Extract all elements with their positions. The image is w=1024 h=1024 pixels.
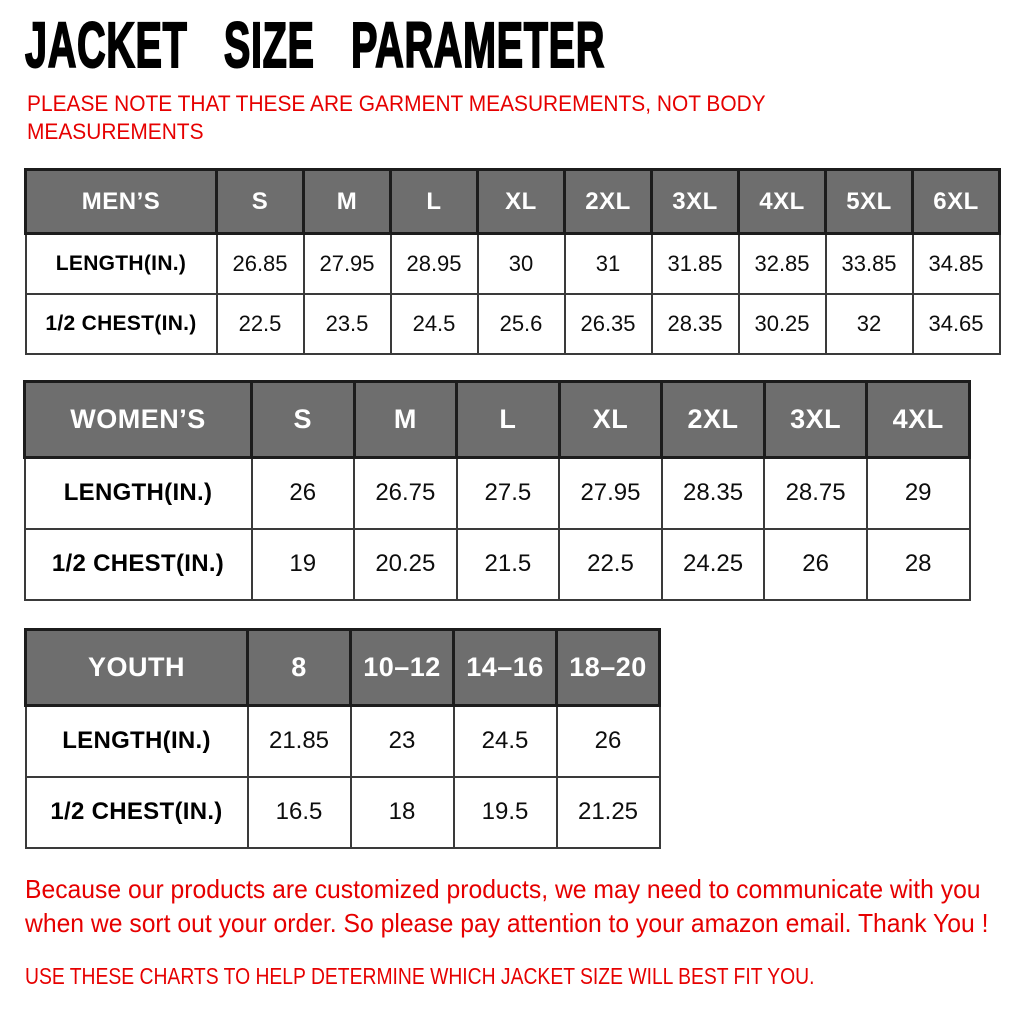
mens-value-cell: 30 <box>476 232 566 295</box>
mens-row-label: 1/2 CHEST(IN.) <box>24 292 218 355</box>
mens-value-cell: 22.5 <box>215 292 305 355</box>
womens-header-cell: XL <box>557 380 664 459</box>
mens-value-cell: 32.85 <box>737 232 827 295</box>
mens-value-cell: 30.25 <box>737 292 827 355</box>
mens-value-cell: 34.85 <box>911 232 1001 295</box>
womens-header-cell: 4XL <box>865 380 971 459</box>
mens-value-cell: 31 <box>563 232 653 295</box>
womens-header-cell: M <box>352 380 459 459</box>
womens-value-cell: 28.35 <box>660 456 766 530</box>
mens-value-cell: 34.65 <box>911 292 1001 355</box>
womens-row-label: 1/2 CHEST(IN.) <box>23 527 253 601</box>
mens-header-cell: L <box>389 168 479 235</box>
womens-header-cell: 2XL <box>660 380 766 459</box>
footer-line-1: Because our products are customized prod… <box>25 874 981 904</box>
mens-value-cell: 32 <box>824 292 914 355</box>
mens-value-cell: 33.85 <box>824 232 914 295</box>
mens-row-label: LENGTH(IN.) <box>24 232 218 295</box>
mens-data-row: 1/2 CHEST(IN.) 22.5 23.5 24.5 25.6 26.35 28.35… <box>24 292 1001 355</box>
womens-value-cell: 28 <box>865 527 971 601</box>
note-line-2: MEASUREMENTS <box>27 119 204 144</box>
womens-value-cell: 28.75 <box>763 456 868 530</box>
youth-header-row: YOUTH 8 10–12 14–16 18–20 <box>24 628 661 707</box>
youth-row-label: 1/2 CHEST(IN.) <box>24 775 249 849</box>
youth-header-cell: 14–16 <box>452 628 558 707</box>
mens-header-cell: S <box>215 168 305 235</box>
mens-header-cell: 3XL <box>650 168 740 235</box>
mens-value-cell: 31.85 <box>650 232 740 295</box>
youth-data-row: 1/2 CHEST(IN.) 16.5 18 19.5 21.25 <box>24 775 661 849</box>
page-title: JACKET SIZE PARAMETER <box>24 9 960 81</box>
youth-size-table: YOUTH 8 10–12 14–16 18–20 LENGTH(IN.) 21.85 23 2… <box>24 628 661 849</box>
mens-value-cell: 23.5 <box>302 292 392 355</box>
youth-value-cell: 18 <box>349 775 455 849</box>
womens-value-cell: 26 <box>763 527 868 601</box>
youth-value-cell: 19.5 <box>452 775 558 849</box>
note-line-1: PLEASE NOTE THAT THESE ARE GARMENT MEASU… <box>27 91 766 116</box>
womens-value-cell: 20.25 <box>353 527 458 601</box>
customized-products-note: Because our products are customized prod… <box>25 872 1024 940</box>
mens-value-cell: 25.6 <box>476 292 566 355</box>
womens-size-table: WOMEN’S S M L XL 2XL 3XL 4XL LENGTH(IN.) 26 26.75 2… <box>23 380 971 601</box>
youth-value-cell: 21.85 <box>246 704 352 778</box>
womens-value-cell: 22.5 <box>558 527 663 601</box>
mens-header-cell: 2XL <box>563 168 653 235</box>
youth-header-cell: YOUTH <box>24 628 249 707</box>
mens-header-cell: XL <box>476 168 566 235</box>
youth-table: YOUTH 8 10–12 14–16 18–20 LENGTH(IN.) 21.85 23 2… <box>24 628 661 849</box>
fit-advice-caption: USE THESE CHARTS TO HELP DETERMINE WHICH… <box>25 963 815 989</box>
womens-value-cell: 26 <box>250 456 356 530</box>
youth-header-cell: 10–12 <box>349 628 455 707</box>
mens-value-cell: 28.35 <box>650 292 740 355</box>
youth-value-cell: 24.5 <box>452 704 558 778</box>
garment-measurement-note: PLEASE NOTE THAT THESE ARE GARMENT MEASU… <box>27 90 805 146</box>
page-title-text: JACKET SIZE PARAMETER <box>24 9 605 81</box>
footer-line-2: when we sort out your order. So please p… <box>25 908 989 938</box>
youth-header-cell: 18–20 <box>555 628 661 707</box>
youth-value-cell: 26 <box>555 704 661 778</box>
womens-header-cell: L <box>455 380 561 459</box>
mens-value-cell: 27.95 <box>302 232 392 295</box>
womens-value-cell: 27.5 <box>455 456 561 530</box>
mens-value-cell: 26.35 <box>563 292 653 355</box>
mens-header-cell: 6XL <box>911 168 1001 235</box>
womens-header-cell: WOMEN’S <box>23 380 253 459</box>
mens-header-cell: 4XL <box>737 168 827 235</box>
womens-header-cell: S <box>250 380 356 459</box>
womens-value-cell: 24.25 <box>660 527 766 601</box>
mens-value-cell: 28.95 <box>389 232 479 295</box>
womens-table: WOMEN’S S M L XL 2XL 3XL 4XL LENGTH(IN.) 26 26.75 2… <box>23 380 971 601</box>
mens-table: MEN’S S M L XL 2XL 3XL 4XL 5XL 6XL LENGTH(IN.) 26.8… <box>24 168 1001 355</box>
womens-header-row: WOMEN’S S M L XL 2XL 3XL 4XL <box>23 380 971 459</box>
womens-row-label: LENGTH(IN.) <box>23 456 253 530</box>
womens-value-cell: 26.75 <box>353 456 458 530</box>
youth-value-cell: 16.5 <box>246 775 352 849</box>
mens-data-row: LENGTH(IN.) 26.85 27.95 28.95 30 31 31.85 32.85… <box>24 232 1001 295</box>
youth-data-row: LENGTH(IN.) 21.85 23 24.5 26 <box>24 704 661 778</box>
mens-size-table: MEN’S S M L XL 2XL 3XL 4XL 5XL 6XL LENGTH(IN.) 26.8… <box>24 168 1001 355</box>
womens-data-row: LENGTH(IN.) 26 26.75 27.5 27.95 28.35 28.75 29 <box>23 456 971 530</box>
mens-header-row: MEN’S S M L XL 2XL 3XL 4XL 5XL 6XL <box>24 168 1001 235</box>
womens-value-cell: 29 <box>865 456 971 530</box>
mens-header-cell: M <box>302 168 392 235</box>
mens-header-cell: 5XL <box>824 168 914 235</box>
womens-header-cell: 3XL <box>762 380 869 459</box>
womens-data-row: 1/2 CHEST(IN.) 19 20.25 21.5 22.5 24.25 26 28 <box>23 527 971 601</box>
womens-value-cell: 27.95 <box>558 456 663 530</box>
youth-header-cell: 8 <box>246 628 352 707</box>
womens-value-cell: 19 <box>250 527 356 601</box>
youth-value-cell: 21.25 <box>555 775 661 849</box>
youth-row-label: LENGTH(IN.) <box>24 704 249 778</box>
mens-value-cell: 26.85 <box>215 232 305 295</box>
womens-value-cell: 21.5 <box>455 527 561 601</box>
mens-value-cell: 24.5 <box>389 292 479 355</box>
mens-header-cell: MEN’S <box>24 168 218 235</box>
youth-value-cell: 23 <box>349 704 455 778</box>
